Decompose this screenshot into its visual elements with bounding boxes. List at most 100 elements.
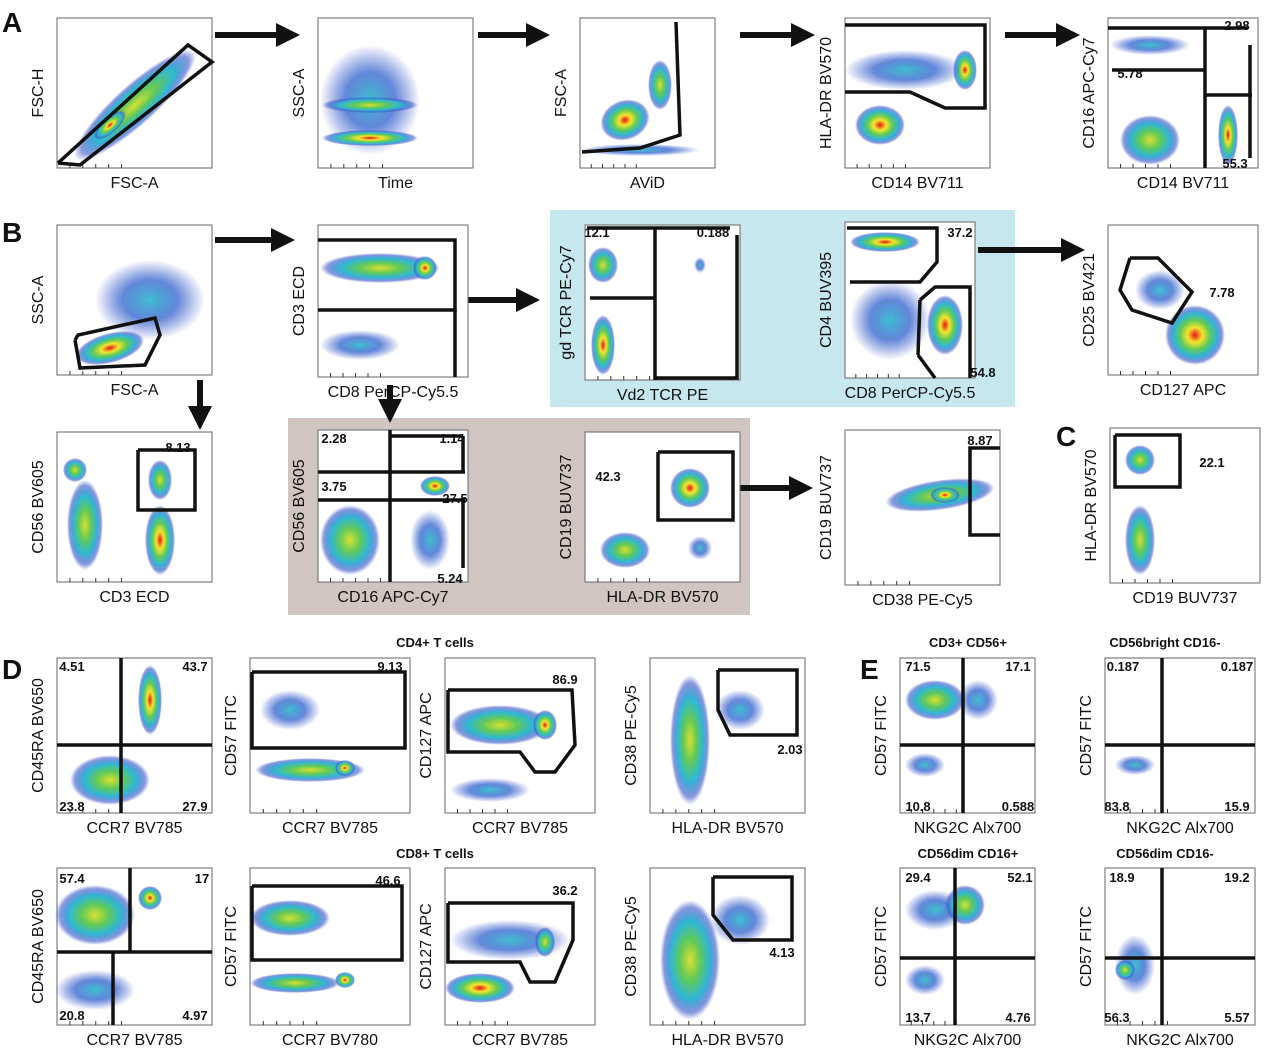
density (905, 753, 945, 777)
y-axis-label: CD3 ECD (291, 266, 308, 336)
density (905, 965, 945, 995)
density (715, 690, 765, 730)
density (660, 900, 720, 1020)
x-axis-label: CCR7 BV780 (282, 1032, 378, 1048)
gate (136, 448, 197, 512)
flow-plot: CCR7 BV785 CD57 FITC 9.13 (223, 657, 411, 837)
gate (250, 670, 407, 750)
gate-percent: 52.1 (1007, 870, 1032, 885)
density (410, 510, 450, 570)
gate-percent: 9.13 (377, 659, 402, 674)
x-axis-label: FSC-A (111, 175, 159, 192)
density (138, 665, 162, 735)
plot-frame (579, 17, 716, 169)
density (450, 705, 550, 745)
panel-label: D (2, 654, 22, 685)
x-axis-label: CD8 PerCP-Cy5.5 (328, 384, 459, 401)
y-axis-label: CD19 BUV737 (818, 455, 835, 560)
density (850, 232, 920, 252)
density (148, 460, 172, 500)
gate (916, 299, 922, 356)
density (670, 468, 710, 508)
gate (56, 42, 215, 167)
flow-plot: CD38 PE-Cy5 CD19 BUV737 8.87 (818, 429, 1001, 609)
gate (73, 315, 162, 370)
gate-percent: 2.28 (321, 431, 346, 446)
density (413, 256, 437, 280)
gate-percent: 13.7 (905, 1010, 930, 1025)
density (94, 110, 126, 140)
gate-percent: 0.187 (1107, 659, 1140, 674)
gate-percent: 8.87 (967, 433, 992, 448)
plot-frame (249, 657, 411, 814)
x-axis-label: NKG2C Alx700 (1126, 820, 1234, 837)
gate-percent: 29.4 (905, 870, 931, 885)
y-axis-label: CD19 BUV737 (558, 454, 575, 559)
density (927, 295, 963, 355)
flow-plot: CD8 PerCP-Cy5.5 CD4 BUV395 37.2 54.8 (818, 221, 996, 402)
flow-plot: NKG2C Alx700 CD57 FITC 29.4 52.1 13.7 4.76 (873, 867, 1036, 1048)
density (694, 257, 706, 273)
y-axis-label: CD57 FITC (223, 695, 240, 776)
y-axis-label: CD25 BV421 (1081, 253, 1098, 346)
y-axis-label: CD4 BUV395 (818, 252, 835, 348)
gate (847, 226, 939, 284)
flow-plot: HLA-DR BV570 CD38 PE-Cy5 4.13 (623, 867, 806, 1048)
density (70, 755, 150, 805)
density (855, 105, 905, 145)
plot-frame (899, 657, 1036, 814)
population-title: CD56dim CD16+ (918, 846, 1019, 861)
x-axis-label: CD38 PE-Cy5 (872, 592, 973, 609)
plot-frame (249, 867, 411, 1026)
x-axis-label: HLA-DR BV570 (606, 589, 718, 606)
density (138, 886, 162, 910)
gate-percent: 17 (195, 871, 209, 886)
flow-plot: NKG2C Alx700 CD57 FITC 0.187 0.187 83.8 15.9 (1078, 657, 1256, 837)
gate-percent: 0.188 (697, 225, 730, 240)
gate-percent: 4.13 (769, 945, 794, 960)
flow-plot: CCR7 BV780 CD57 FITC 46.6 (223, 867, 411, 1048)
population-title: CD56dim CD16- (1116, 846, 1214, 861)
x-axis-label: NKG2C Alx700 (1126, 1032, 1234, 1048)
density (1110, 35, 1190, 55)
x-axis-label: CD14 BV711 (1137, 175, 1229, 192)
panel-label: C (1056, 421, 1076, 452)
density (1135, 270, 1185, 310)
density (55, 885, 135, 945)
x-axis-label: FSC-A (111, 382, 159, 399)
density (320, 505, 380, 575)
y-axis-label: CD56 BV605 (30, 460, 47, 553)
density (335, 972, 355, 988)
density (670, 675, 710, 805)
flow-plot: NKG2C Alx700 CD57 FITC 71.5 17.1 10.8 0.588 (873, 657, 1036, 837)
panel-label: B (2, 217, 22, 248)
density (533, 710, 557, 740)
gate (656, 450, 735, 522)
density (250, 973, 340, 993)
density (600, 532, 650, 568)
density (55, 970, 135, 1010)
y-axis-label: CD56 BV605 (291, 459, 308, 552)
gate (446, 901, 575, 984)
x-axis-label: AViD (630, 175, 665, 192)
flow-plot: CD3 ECD CD56 BV605 8.13 (30, 431, 213, 606)
gate (918, 285, 972, 378)
panel-label: A (2, 7, 22, 38)
y-axis-label: CD127 APC (418, 692, 435, 778)
gate (916, 353, 937, 380)
density (67, 480, 103, 570)
gate-percent: 12.1 (584, 225, 609, 240)
gate-percent: 83.8 (1104, 799, 1129, 814)
flow-plot: AViD FSC-A (553, 17, 716, 192)
density (75, 330, 145, 366)
gate-percent: 86.9 (552, 672, 577, 687)
density (930, 487, 960, 503)
gate-percent: 71.5 (905, 659, 930, 674)
gate-percent: 27.9 (182, 799, 207, 814)
x-axis-label: Time (378, 175, 413, 192)
y-axis-label: CD57 FITC (1078, 695, 1095, 776)
y-axis-label: gd TCR PE-Cy7 (558, 245, 575, 360)
plot-frame (1104, 657, 1256, 814)
y-axis-label: SSC-A (291, 68, 308, 117)
